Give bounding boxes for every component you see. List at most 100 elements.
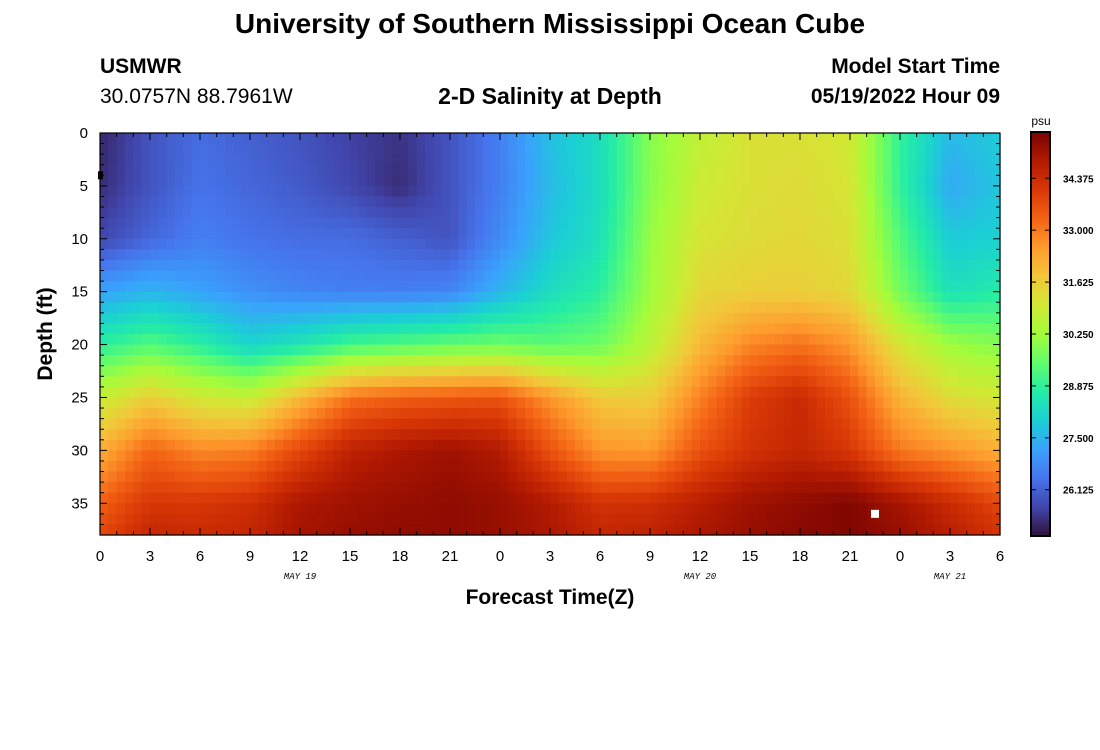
heatmap-cell — [975, 281, 984, 293]
heatmap-cell — [858, 228, 868, 240]
heatmap-cell — [191, 429, 201, 441]
heatmap-cell — [333, 175, 343, 187]
heatmap-cell — [308, 471, 318, 483]
heatmap-cell — [300, 302, 309, 314]
heatmap-cell — [608, 439, 618, 451]
heatmap-cell — [608, 482, 618, 494]
heatmap-cell — [591, 408, 601, 420]
heatmap-cell — [841, 143, 851, 155]
heatmap-cell — [425, 228, 434, 240]
heatmap-cell — [391, 249, 401, 261]
heatmap-cell — [633, 503, 643, 515]
heatmap-cell — [833, 143, 843, 155]
heatmap-cell — [700, 376, 709, 388]
heatmap-cell — [641, 259, 651, 272]
heatmap-cell — [825, 334, 834, 346]
heatmap-cell — [616, 143, 626, 155]
heatmap-cell — [133, 164, 143, 176]
heatmap-cell — [600, 143, 609, 155]
heatmap-cell — [741, 376, 751, 388]
heatmap-cell — [750, 228, 759, 240]
heatmap-cell — [950, 133, 959, 145]
heatmap-cell — [533, 238, 543, 250]
heatmap-cell — [325, 185, 334, 198]
heatmap-cell — [208, 207, 218, 219]
heatmap-cell — [575, 175, 584, 187]
heatmap-cell — [566, 217, 576, 229]
heatmap-cell — [208, 355, 218, 367]
heatmap-cell — [333, 291, 343, 303]
heatmap-cell — [983, 429, 993, 441]
heatmap-cell — [425, 207, 434, 219]
heatmap-cell — [191, 207, 201, 219]
heatmap-cell — [733, 418, 743, 430]
heatmap-cell — [708, 450, 718, 462]
heatmap-cell — [416, 386, 426, 399]
x-tick-label: 3 — [946, 548, 954, 565]
heatmap-cell — [583, 323, 593, 335]
heatmap-cell — [666, 471, 676, 483]
heatmap-cell — [941, 460, 951, 473]
heatmap-cell — [308, 344, 318, 356]
heatmap-cell — [616, 386, 626, 399]
heatmap-cell — [700, 471, 709, 483]
heatmap-cell — [650, 334, 659, 346]
heatmap-cell — [266, 302, 276, 314]
heatmap-cell — [958, 503, 968, 515]
heatmap-cell — [833, 228, 843, 240]
heatmap-cell — [100, 259, 109, 272]
heatmap-cell — [158, 259, 168, 272]
heatmap-cell — [375, 228, 384, 240]
heatmap-cell — [158, 238, 168, 250]
heatmap-cell — [775, 397, 784, 409]
heatmap-cell — [225, 143, 234, 155]
heatmap-cell — [175, 524, 184, 536]
heatmap-cell — [166, 143, 176, 155]
heatmap-cell — [141, 164, 151, 176]
heatmap-cell — [400, 133, 409, 145]
heatmap-cell — [341, 217, 351, 229]
heatmap-cell — [691, 133, 701, 145]
heatmap-cell — [700, 259, 709, 272]
heatmap-cell — [241, 344, 251, 356]
heatmap-cell — [150, 323, 159, 335]
heatmap-cell — [316, 524, 326, 536]
heatmap-cell — [575, 429, 584, 441]
heatmap-cell — [233, 418, 243, 430]
heatmap-cell — [183, 249, 193, 261]
heatmap-cell — [941, 228, 951, 240]
heatmap-cell — [350, 323, 359, 335]
heatmap-cell — [791, 460, 801, 473]
heatmap-cell — [575, 524, 584, 536]
heatmap-cell — [783, 291, 793, 303]
heatmap-cell — [516, 503, 526, 515]
heatmap-cell — [625, 418, 634, 430]
heatmap-cell — [700, 460, 709, 473]
heatmap-cell — [358, 524, 368, 536]
heatmap-cell — [533, 334, 543, 346]
heatmap-cell — [125, 503, 134, 515]
heatmap-cell — [825, 270, 834, 282]
heatmap-cell — [158, 513, 168, 526]
heatmap-cell — [166, 386, 176, 399]
heatmap-cell — [475, 376, 484, 388]
heatmap-cell — [316, 238, 326, 250]
heatmap-cell — [841, 154, 851, 166]
heatmap-cell — [775, 249, 784, 261]
heatmap-cell — [183, 524, 193, 536]
heatmap-cell — [508, 471, 518, 483]
heatmap-cell — [258, 281, 268, 293]
heatmap-cell — [625, 175, 634, 187]
heatmap-cell — [266, 397, 276, 409]
heatmap-cell — [491, 471, 501, 483]
heatmap-cell — [266, 312, 276, 325]
heatmap-cell — [366, 386, 376, 399]
heatmap-cell — [133, 291, 143, 303]
heatmap-cell — [158, 460, 168, 473]
heatmap-cell — [983, 217, 993, 229]
heatmap-cell — [333, 312, 343, 325]
heatmap-cell — [483, 249, 493, 261]
heatmap-cell — [458, 450, 468, 462]
heatmap-cell — [808, 365, 818, 377]
heatmap-cell — [100, 513, 109, 526]
